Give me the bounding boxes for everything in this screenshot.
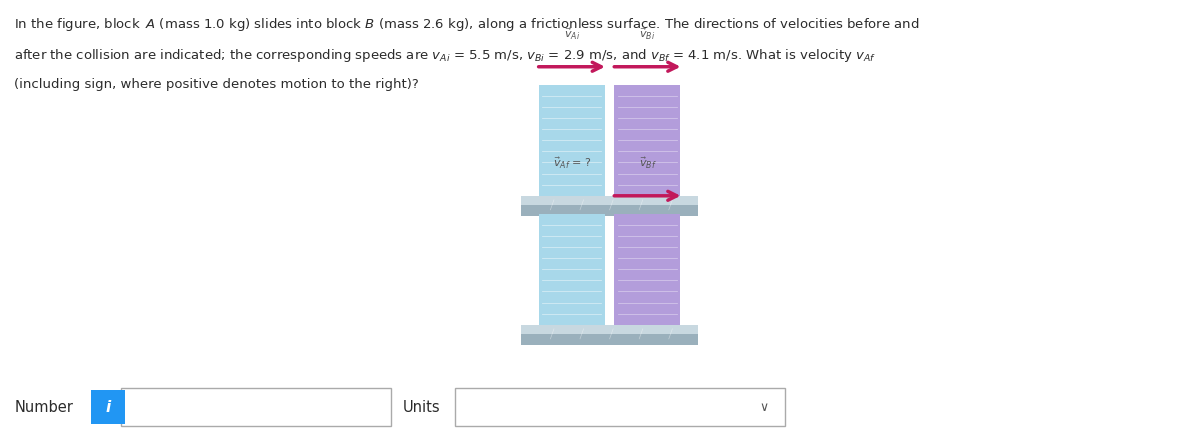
Bar (91, 390, 125, 424)
Bar (614, 85, 680, 196)
Bar (521, 334, 698, 345)
Bar (521, 325, 698, 334)
Text: after the collision are indicated; the corresponding speeds are $v_{Ai}$ = 5.5 m: after the collision are indicated; the c… (14, 47, 876, 64)
Text: (including sign, where positive denotes motion to the right)?: (including sign, where positive denotes … (14, 78, 419, 91)
Bar (521, 205, 698, 216)
Text: i: i (106, 400, 110, 415)
Bar (521, 196, 698, 205)
Text: Units: Units (403, 400, 440, 415)
FancyBboxPatch shape (455, 388, 785, 426)
FancyBboxPatch shape (121, 388, 391, 426)
Bar (539, 85, 605, 196)
Text: Number: Number (14, 400, 73, 415)
Text: $\vec{v}_{Bi}$: $\vec{v}_{Bi}$ (640, 27, 655, 42)
Text: $\vec{v}_{Bf}$: $\vec{v}_{Bf}$ (638, 156, 656, 171)
Text: $\vec{v}_{Af}$ = ?: $\vec{v}_{Af}$ = ? (552, 156, 592, 171)
Text: In the figure, block  $A$ (mass 1.0 kg) slides into block $B$ (mass 2.6 kg), alo: In the figure, block $A$ (mass 1.0 kg) s… (14, 16, 919, 32)
Text: ∨: ∨ (760, 400, 769, 414)
Text: $\vec{v}_{Ai}$: $\vec{v}_{Ai}$ (564, 27, 580, 42)
Bar (614, 214, 680, 325)
Bar (539, 214, 605, 325)
